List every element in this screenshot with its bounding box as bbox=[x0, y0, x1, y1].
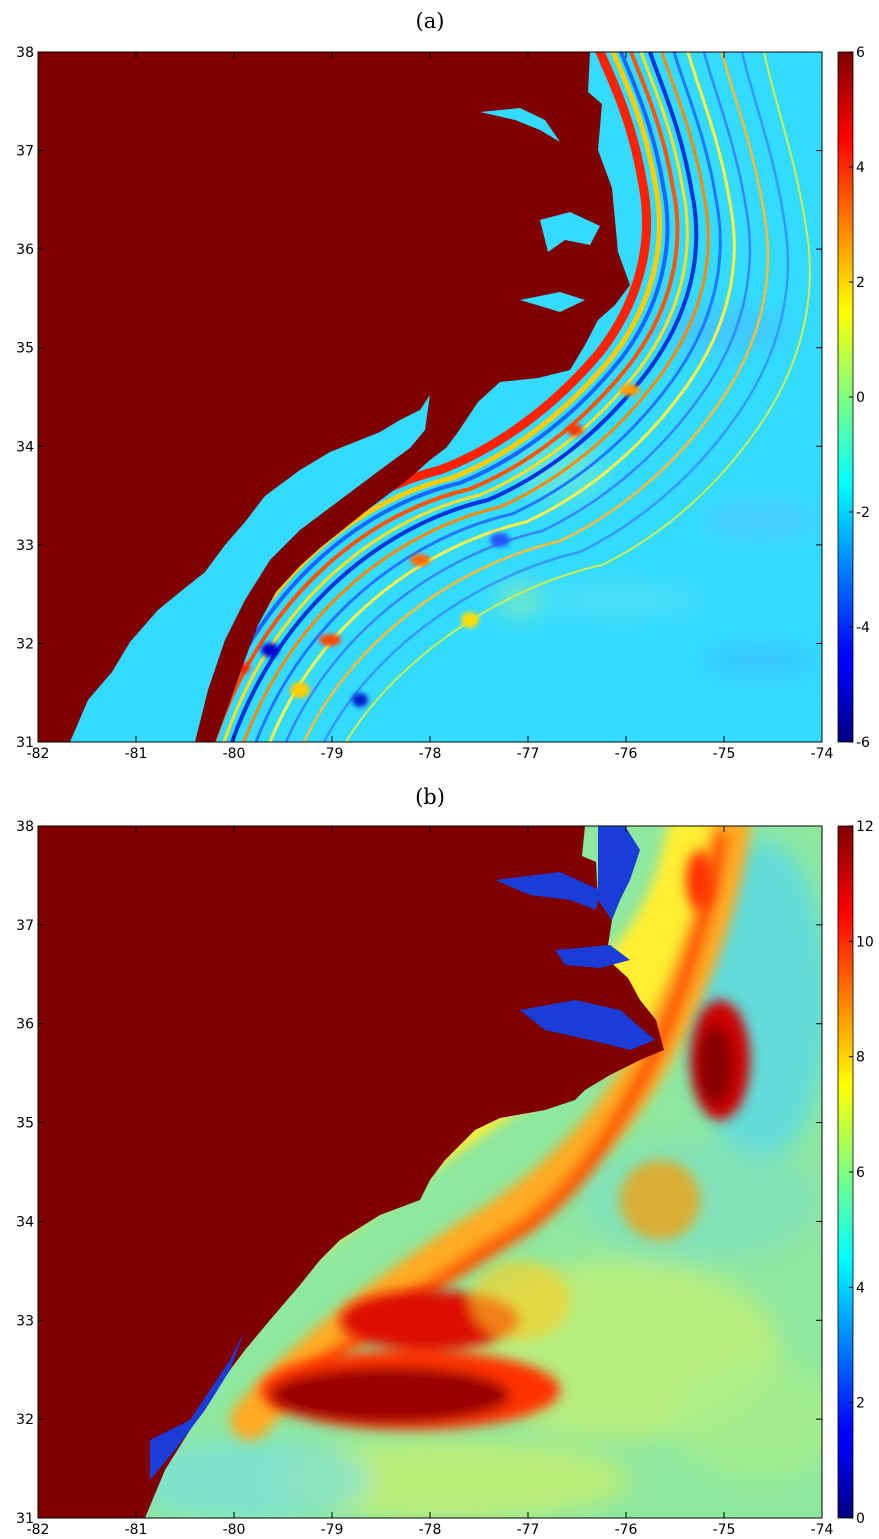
x-tick-label: -80 bbox=[223, 746, 246, 762]
colorbar-tick-label: 10 bbox=[856, 934, 874, 950]
x-tick-label: -78 bbox=[419, 1522, 442, 1538]
y-tick-label: 35 bbox=[16, 1116, 34, 1132]
y-tick-label: 38 bbox=[16, 819, 34, 835]
panel-a-y-axis: 31 32 33 34 35 36 37 38 bbox=[16, 45, 822, 751]
panel-b-colorbar-ticks: 0 2 4 6 8 10 12 bbox=[849, 819, 874, 1527]
x-tick-label: -75 bbox=[713, 746, 736, 762]
panel-a-offshore-features bbox=[496, 308, 820, 674]
y-tick-label: 33 bbox=[16, 538, 34, 554]
panel-b-hot-spots bbox=[260, 850, 750, 1430]
y-tick-label: 38 bbox=[16, 45, 34, 61]
colorbar-tick-label: 2 bbox=[856, 1396, 865, 1412]
colorbar-tick-label: -6 bbox=[856, 735, 870, 751]
y-tick-label: 37 bbox=[16, 918, 34, 934]
y-tick-label: 37 bbox=[16, 144, 34, 160]
y-tick-label: 32 bbox=[16, 1412, 34, 1428]
colorbar-tick-label: 0 bbox=[856, 390, 865, 406]
x-tick-label: -74 bbox=[811, 746, 834, 762]
x-tick-label: -76 bbox=[615, 1522, 638, 1538]
colorbar-tick-label: 12 bbox=[856, 819, 874, 835]
colorbar-tick-label: 4 bbox=[856, 160, 865, 176]
y-tick-label: 34 bbox=[16, 1214, 34, 1230]
colorbar-tick-label: -2 bbox=[856, 505, 870, 521]
panel-a-coastal-fringe bbox=[70, 108, 600, 742]
colorbar-tick-label: 6 bbox=[856, 1165, 865, 1181]
x-tick-label: -81 bbox=[125, 746, 148, 762]
y-tick-label: 35 bbox=[16, 341, 34, 357]
panel-b-title: (b) bbox=[415, 785, 445, 809]
panel-a-colorbar-ticks: -6 -4 -2 0 2 4 6 bbox=[849, 45, 870, 751]
panel-b-x-axis: -82 -81 -80 -79 -78 -77 -76 -75 -74 bbox=[27, 826, 834, 1538]
x-tick-label: -81 bbox=[125, 1522, 148, 1538]
y-tick-label: 33 bbox=[16, 1313, 34, 1329]
y-tick-label: 34 bbox=[16, 439, 34, 455]
panel-b: (b) bbox=[16, 785, 874, 1538]
x-tick-label: -82 bbox=[27, 1522, 50, 1538]
panel-a-land bbox=[38, 52, 630, 742]
x-tick-label: -77 bbox=[517, 746, 540, 762]
x-tick-label: -74 bbox=[811, 1522, 834, 1538]
y-tick-label: 31 bbox=[16, 1511, 34, 1527]
colorbar-tick-label: 0 bbox=[856, 1511, 865, 1527]
panel-b-estuaries bbox=[150, 826, 655, 1480]
x-tick-label: -77 bbox=[517, 1522, 540, 1538]
y-tick-label: 32 bbox=[16, 636, 34, 652]
colorbar-tick-label: 4 bbox=[856, 1280, 865, 1296]
y-tick-label: 36 bbox=[16, 242, 34, 258]
panel-b-y-axis: 31 32 33 34 35 36 37 38 bbox=[16, 819, 822, 1527]
colorbar-tick-label: 2 bbox=[856, 275, 865, 291]
panel-a-map bbox=[38, 52, 822, 742]
x-tick-label: -79 bbox=[321, 746, 344, 762]
panel-a: (a) bbox=[16, 9, 870, 762]
x-tick-label: -82 bbox=[27, 746, 50, 762]
x-tick-label: -79 bbox=[321, 1522, 344, 1538]
panel-a-title: (a) bbox=[416, 9, 445, 33]
panel-b-map bbox=[38, 826, 822, 1518]
x-tick-label: -75 bbox=[713, 1522, 736, 1538]
panel-b-land bbox=[38, 826, 664, 1518]
colorbar-tick-label: 8 bbox=[856, 1050, 865, 1066]
y-tick-label: 36 bbox=[16, 1017, 34, 1033]
panel-a-x-axis: -82 -81 -80 -79 -78 -77 -76 -75 -74 bbox=[27, 52, 834, 762]
colorbar-tick-label: 6 bbox=[856, 45, 865, 61]
y-tick-label: 31 bbox=[16, 735, 34, 751]
x-tick-label: -80 bbox=[223, 1522, 246, 1538]
x-tick-label: -76 bbox=[615, 746, 638, 762]
x-tick-label: -78 bbox=[419, 746, 442, 762]
colorbar-tick-label: -4 bbox=[856, 620, 870, 636]
